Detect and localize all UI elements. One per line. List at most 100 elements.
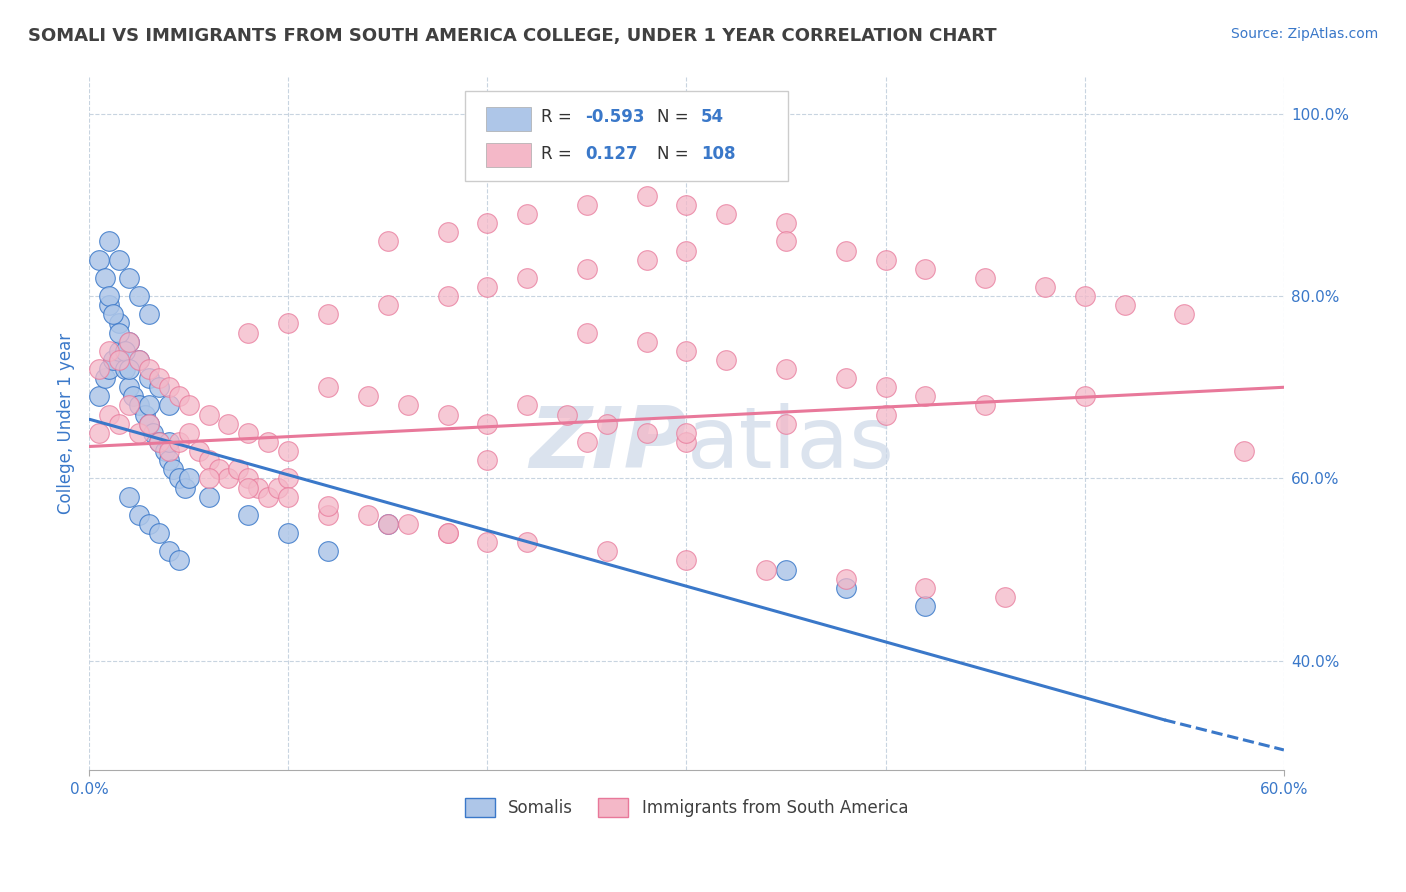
- Point: [157, 434, 180, 449]
- Point: [87, 362, 110, 376]
- Point: [555, 408, 578, 422]
- Point: [128, 399, 150, 413]
- Point: [675, 343, 697, 358]
- Point: [675, 553, 697, 567]
- Point: [162, 462, 184, 476]
- Text: N =: N =: [657, 108, 688, 126]
- Point: [148, 434, 170, 449]
- Point: [118, 271, 141, 285]
- Point: [157, 544, 180, 558]
- Point: [217, 417, 239, 431]
- Point: [128, 508, 150, 522]
- Point: [596, 417, 619, 431]
- Point: [238, 471, 260, 485]
- Point: [775, 235, 797, 249]
- Point: [316, 499, 339, 513]
- Point: [167, 471, 190, 485]
- Point: [377, 298, 399, 312]
- Point: [357, 508, 380, 522]
- Point: [477, 216, 499, 230]
- Text: R =: R =: [541, 108, 571, 126]
- Point: [516, 399, 538, 413]
- Point: [114, 362, 136, 376]
- Point: [875, 380, 897, 394]
- Point: [87, 425, 110, 440]
- Point: [994, 590, 1017, 604]
- Point: [207, 462, 229, 476]
- Point: [914, 389, 936, 403]
- Point: [94, 271, 117, 285]
- Point: [98, 362, 121, 376]
- Point: [575, 434, 598, 449]
- Point: [197, 453, 219, 467]
- Point: [148, 526, 170, 541]
- Point: [316, 380, 339, 394]
- Point: [257, 434, 280, 449]
- Point: [157, 380, 180, 394]
- Point: [98, 408, 121, 422]
- Point: [157, 399, 180, 413]
- Point: [377, 516, 399, 531]
- Y-axis label: College, Under 1 year: College, Under 1 year: [58, 333, 75, 515]
- Point: [118, 399, 141, 413]
- Point: [138, 371, 160, 385]
- Point: [1074, 289, 1097, 303]
- Point: [396, 399, 419, 413]
- Text: -0.593: -0.593: [585, 108, 644, 126]
- Point: [636, 425, 658, 440]
- Point: [516, 271, 538, 285]
- Point: [108, 326, 131, 340]
- Point: [138, 399, 160, 413]
- Point: [477, 280, 499, 294]
- Point: [775, 216, 797, 230]
- Point: [238, 425, 260, 440]
- Point: [436, 408, 458, 422]
- Text: atlas: atlas: [686, 403, 894, 486]
- Point: [238, 481, 260, 495]
- Point: [118, 334, 141, 349]
- Text: SOMALI VS IMMIGRANTS FROM SOUTH AMERICA COLLEGE, UNDER 1 YEAR CORRELATION CHART: SOMALI VS IMMIGRANTS FROM SOUTH AMERICA …: [28, 27, 997, 45]
- Point: [716, 207, 738, 221]
- Point: [914, 599, 936, 613]
- Point: [1233, 444, 1256, 458]
- Text: 0.127: 0.127: [585, 145, 637, 162]
- Point: [101, 307, 124, 321]
- Legend: Somalis, Immigrants from South America: Somalis, Immigrants from South America: [458, 791, 915, 824]
- Point: [177, 425, 200, 440]
- Point: [167, 434, 190, 449]
- Point: [835, 572, 858, 586]
- Point: [377, 516, 399, 531]
- Point: [153, 444, 176, 458]
- Point: [675, 198, 697, 212]
- Point: [122, 389, 145, 403]
- Text: N =: N =: [657, 145, 688, 162]
- Point: [142, 425, 165, 440]
- Point: [197, 408, 219, 422]
- Point: [101, 353, 124, 368]
- Point: [436, 225, 458, 239]
- Point: [316, 307, 339, 321]
- Point: [267, 481, 290, 495]
- Bar: [485, 144, 531, 168]
- Point: [238, 326, 260, 340]
- Point: [118, 334, 141, 349]
- Point: [128, 289, 150, 303]
- Text: 54: 54: [700, 108, 724, 126]
- Point: [277, 490, 299, 504]
- Point: [575, 198, 598, 212]
- Point: [477, 535, 499, 549]
- FancyBboxPatch shape: [465, 91, 787, 181]
- Point: [636, 189, 658, 203]
- Point: [1074, 389, 1097, 403]
- Text: Source: ZipAtlas.com: Source: ZipAtlas.com: [1230, 27, 1378, 41]
- Point: [357, 389, 380, 403]
- Point: [1033, 280, 1056, 294]
- Point: [436, 526, 458, 541]
- Point: [157, 444, 180, 458]
- Point: [1114, 298, 1136, 312]
- Point: [128, 425, 150, 440]
- Point: [277, 444, 299, 458]
- Point: [636, 252, 658, 267]
- Point: [875, 408, 897, 422]
- Point: [477, 417, 499, 431]
